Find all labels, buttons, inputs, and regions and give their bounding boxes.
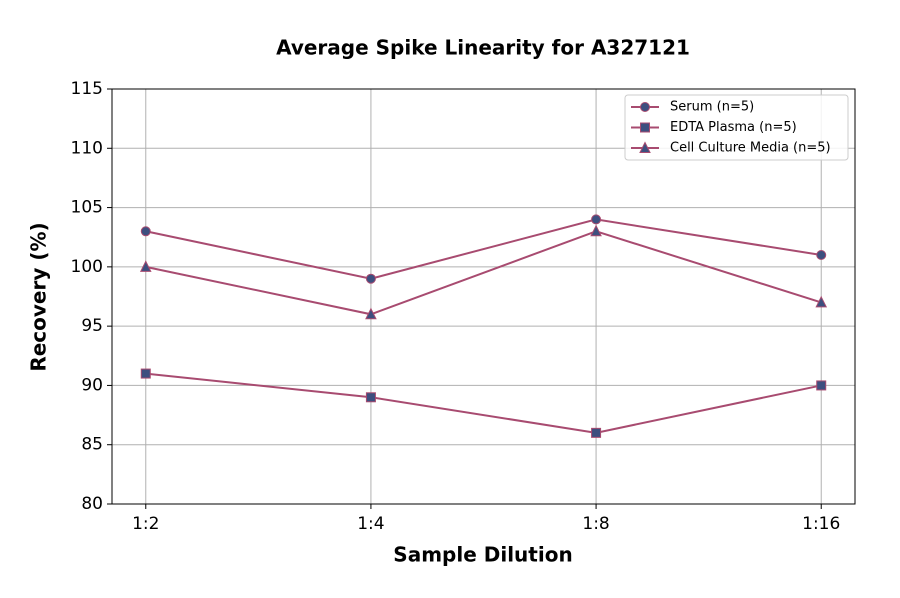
- plot-frame: [111, 88, 856, 505]
- series-line: [145, 230, 822, 316]
- marker: [639, 141, 651, 153]
- marker: [591, 214, 602, 225]
- legend-label: EDTA Plasma (n=5): [670, 120, 797, 135]
- marker: [140, 226, 151, 237]
- legend-label: Serum (n=5): [670, 100, 754, 115]
- y-tick-label: 90: [81, 375, 103, 395]
- marker: [640, 102, 650, 112]
- chart-title: Average Spike Linearity for A327121: [276, 36, 690, 60]
- marker: [365, 307, 377, 320]
- marker: [139, 260, 152, 272]
- y-tick-label: 100: [71, 257, 103, 277]
- marker: [140, 368, 151, 379]
- x-tick-label: 1:4: [357, 514, 384, 534]
- y-tick-label: 110: [71, 138, 103, 158]
- series-line: [145, 372, 822, 434]
- y-tick-label: 80: [81, 494, 103, 514]
- y-tick-label: 115: [71, 79, 103, 99]
- marker: [365, 392, 376, 403]
- legend-label: Cell Culture Media (n=5): [670, 141, 831, 156]
- x-axis-label: Sample Dilution: [393, 543, 572, 567]
- y-axis-label: Recovery (%): [27, 222, 51, 371]
- series-line: [145, 218, 822, 280]
- y-tick-label: 95: [81, 316, 103, 336]
- y-tick-label: 105: [71, 198, 103, 218]
- marker: [591, 427, 602, 438]
- marker: [640, 122, 650, 133]
- marker: [816, 250, 827, 260]
- legend-box: [624, 94, 849, 161]
- marker: [816, 380, 827, 391]
- marker: [815, 295, 828, 308]
- y-tick-label: 85: [81, 435, 103, 455]
- x-tick-label: 1:2: [132, 514, 159, 534]
- marker: [365, 273, 376, 284]
- marker: [590, 224, 602, 237]
- x-tick-label: 1:16: [802, 514, 840, 534]
- x-tick-label: 1:8: [582, 514, 609, 534]
